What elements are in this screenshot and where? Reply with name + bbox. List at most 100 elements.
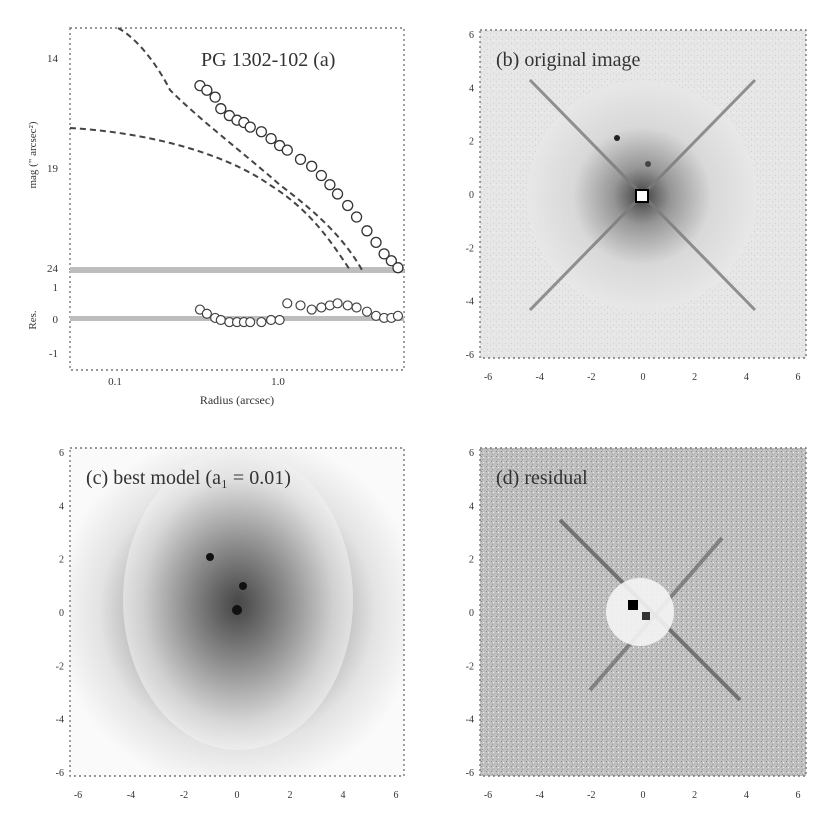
image-xtick-label: 2 — [692, 790, 697, 801]
image-ytick-label: 2 — [59, 555, 64, 566]
panel-a-top-frame — [69, 27, 405, 271]
profile-point — [342, 199, 354, 212]
image-ytick-label: 6 — [469, 30, 474, 41]
image-ytick-label: -4 — [466, 715, 474, 726]
residual-point — [295, 300, 306, 311]
image-ytick-label: 0 — [59, 608, 64, 619]
image-ytick-label: 4 — [469, 83, 474, 94]
ytick-bottom-1: 1 — [53, 282, 59, 294]
panel-a-ylabel-top: mag (" arcsec²) — [27, 121, 39, 188]
image-xtick-label: 0 — [641, 790, 646, 801]
profile-point — [255, 126, 268, 138]
panel-c-core — [232, 605, 242, 615]
residual-point — [282, 298, 293, 309]
image-xtick-label: 0 — [641, 372, 646, 383]
panel-c-title: (c) best model (a₁ = 0.01) — [86, 467, 291, 489]
panel-d-frame — [479, 447, 807, 777]
image-ytick-label: 0 — [469, 608, 474, 619]
ytick-top-24: 24 — [47, 263, 59, 275]
profile-point — [209, 91, 221, 103]
profile-point — [201, 84, 213, 96]
residual-point — [306, 304, 317, 315]
xtick-1.0: 1.0 — [271, 376, 285, 388]
image-xtick-label: 6 — [796, 790, 801, 801]
image-ytick-label: -4 — [466, 297, 474, 308]
ytick-top-19: 19 — [47, 163, 59, 175]
image-axis-ticks: 6 4 2 0 -2 -4 -6 6 4 2 0 -2 -4 -6 -6 -4 -2 0 2 4 6 6 4 2 0 -2 -4 -6… — [56, 30, 801, 801]
panel-b-companion-1 — [614, 135, 620, 141]
image-ytick-label: -2 — [466, 243, 474, 254]
profile-point — [331, 188, 344, 200]
residual-point — [256, 316, 267, 328]
profile-point — [265, 132, 277, 145]
image-ytick-label: 4 — [469, 501, 474, 512]
image-xtick-label: -2 — [180, 790, 188, 801]
profile-point — [324, 179, 336, 191]
panel-c-companion-1 — [206, 553, 214, 561]
image-ytick-label: -2 — [56, 661, 64, 672]
profile-point — [215, 103, 227, 115]
image-ytick-label: 6 — [469, 448, 474, 459]
model-component-1 — [117, 27, 363, 271]
image-xtick-label: -6 — [484, 372, 492, 383]
residual-point — [351, 302, 362, 313]
panel-d-core-residual-halo — [606, 578, 674, 646]
residual-point — [332, 298, 343, 309]
image-ytick-label: 6 — [59, 448, 64, 459]
profile-point — [370, 236, 382, 248]
profile-point — [294, 153, 307, 166]
panel-a-xlabel: Radius (arcsec) — [200, 393, 274, 407]
image-xtick-label: -2 — [587, 372, 595, 383]
image-xtick-label: 4 — [341, 790, 346, 801]
profile-point — [350, 211, 363, 223]
panel-a-ylabel-bottom: Res. — [27, 310, 39, 330]
ytick-bottom-0: 0 — [53, 314, 59, 326]
profile-point — [306, 160, 318, 172]
panel-c-frame — [69, 447, 405, 777]
profile-point — [385, 255, 398, 267]
image-xtick-label: 6 — [394, 790, 399, 801]
panel-d-title: (d) residual — [496, 467, 588, 489]
panel-b-title: (b) original image — [496, 49, 641, 71]
image-xtick-label: 2 — [692, 372, 697, 383]
profile-data-points — [194, 79, 404, 274]
image-xtick-label: -6 — [74, 790, 82, 801]
ytick-bottom-neg1: -1 — [49, 348, 58, 360]
residual-data-points — [194, 298, 404, 328]
image-xtick-label: 0 — [235, 790, 240, 801]
image-xtick-label: 4 — [744, 790, 749, 801]
panel-a-title: PG 1302-102 (a) — [201, 49, 335, 71]
image-xtick-label: -6 — [484, 790, 492, 801]
profile-point — [315, 169, 328, 182]
image-ytick-label: 2 — [469, 137, 474, 148]
image-ytick-label: 4 — [59, 501, 64, 512]
image-xtick-label: -4 — [127, 790, 135, 801]
image-xtick-label: 2 — [288, 790, 293, 801]
panel-b-frame — [479, 29, 807, 359]
image-xtick-label: 6 — [796, 372, 801, 383]
panel-c-model-glow — [123, 450, 353, 750]
image-ytick-label: -6 — [466, 768, 474, 779]
profile-point — [378, 248, 390, 260]
panel-b-core — [635, 189, 649, 203]
image-ytick-label: 0 — [469, 190, 474, 201]
image-xtick-label: 4 — [744, 372, 749, 383]
panel-d-core-dark-2 — [642, 612, 650, 620]
residual-point — [245, 316, 256, 328]
panel-c-companion-2 — [239, 582, 247, 590]
residual-point — [361, 306, 373, 317]
image-xtick-label: -4 — [535, 790, 543, 801]
profile-point — [392, 262, 404, 274]
image-xtick-label: -2 — [587, 790, 595, 801]
image-ytick-label: 2 — [469, 555, 474, 566]
image-ytick-label: -2 — [466, 661, 474, 672]
panel-b-companion-2 — [645, 161, 651, 167]
residual-point — [392, 310, 404, 321]
image-ytick-label: -4 — [56, 715, 64, 726]
residual-point — [274, 314, 285, 326]
image-ytick-label: -6 — [56, 768, 64, 779]
panel-d-core-dark — [628, 600, 638, 610]
profile-point — [281, 144, 293, 156]
